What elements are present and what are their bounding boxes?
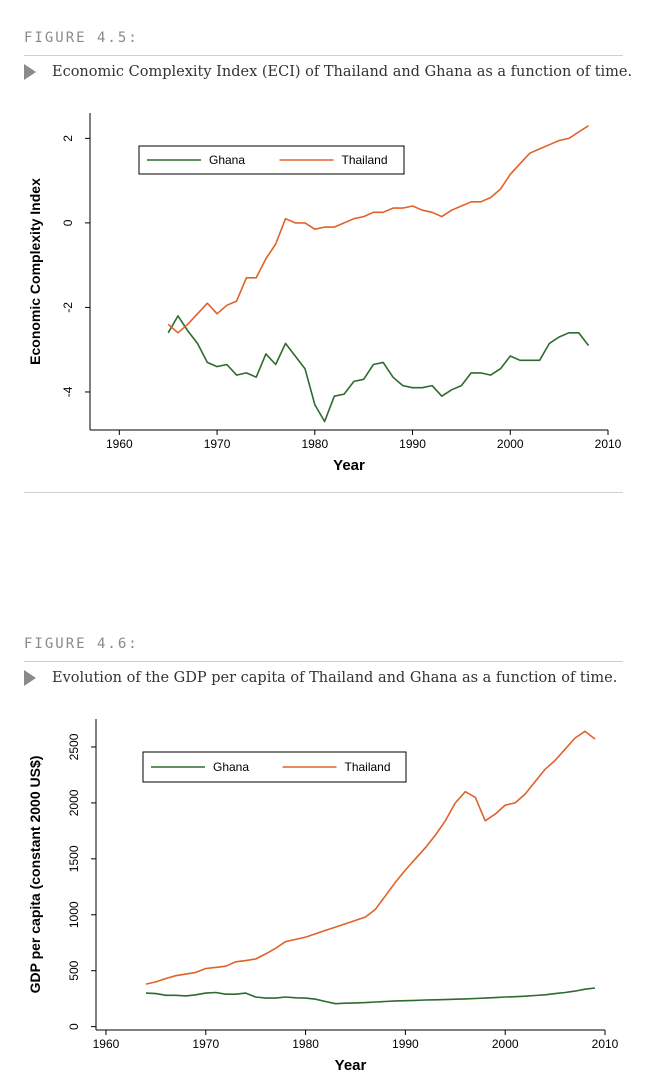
divider bbox=[24, 492, 623, 493]
x-tick-label: 2000 bbox=[492, 1037, 519, 1051]
y-tick-label: 500 bbox=[67, 960, 81, 980]
series-line-ghana bbox=[167, 315, 590, 423]
y-tick-label: 0 bbox=[61, 219, 75, 226]
figure-label: FIGURE 4.6: bbox=[24, 636, 139, 652]
y-tick-label: 1000 bbox=[67, 901, 81, 928]
x-tick-label: 1980 bbox=[301, 437, 328, 451]
series-line-thailand bbox=[167, 125, 589, 334]
x-tick-label: 2010 bbox=[595, 437, 622, 451]
x-tick-label: 1990 bbox=[392, 1037, 419, 1051]
figure-caption: Economic Complexity Index (ECI) of Thail… bbox=[24, 64, 632, 80]
y-tick-label: 2000 bbox=[67, 789, 81, 816]
divider bbox=[24, 55, 623, 56]
x-tick-label: 2000 bbox=[497, 437, 524, 451]
series-line-thailand bbox=[145, 730, 596, 985]
caption-arrow-icon bbox=[24, 64, 36, 80]
y-tick-label: -2 bbox=[61, 302, 75, 313]
caption-text: Economic Complexity Index (ECI) of Thail… bbox=[52, 64, 633, 80]
x-tick-label: 1960 bbox=[93, 1037, 120, 1051]
x-axis-title: Year bbox=[333, 457, 365, 474]
figure-label: FIGURE 4.5: bbox=[24, 30, 139, 46]
x-tick-label: 1970 bbox=[192, 1037, 219, 1051]
legend-label-thailand: Thailand bbox=[345, 760, 391, 774]
y-tick-label: 2 bbox=[61, 135, 75, 142]
y-tick-label: 1500 bbox=[67, 845, 81, 872]
x-axis-title: Year bbox=[335, 1057, 367, 1074]
x-tick-label: 2010 bbox=[592, 1037, 619, 1051]
gdp-chart: 1960 1970 1980 1990 2000 2010 2500 2000 1500 1000… bbox=[27, 719, 619, 1074]
eci-chart: 1960 1970 1980 1990 2000 2010 2 0 -2 -4 Year Econom… bbox=[27, 113, 622, 474]
y-axis-title: GDP per capita (constant 2000 US$) bbox=[27, 756, 43, 994]
caption-arrow-icon bbox=[24, 670, 36, 686]
legend-label-ghana: Ghana bbox=[209, 153, 245, 167]
y-tick-label: -4 bbox=[61, 386, 75, 397]
figure-caption: Evolution of the GDP per capita of Thail… bbox=[24, 670, 617, 686]
legend-label-ghana: Ghana bbox=[213, 760, 249, 774]
x-tick-label: 1970 bbox=[204, 437, 231, 451]
x-tick-label: 1960 bbox=[106, 437, 133, 451]
y-axis-title: Economic Complexity Index bbox=[27, 178, 43, 365]
y-tick-label: 2500 bbox=[67, 733, 81, 760]
y-tick-label: 0 bbox=[67, 1023, 81, 1030]
divider bbox=[24, 661, 623, 662]
series-line-ghana bbox=[145, 987, 596, 1005]
x-tick-label: 1980 bbox=[292, 1037, 319, 1051]
caption-text: Evolution of the GDP per capita of Thail… bbox=[52, 670, 618, 686]
legend-label-thailand: Thailand bbox=[342, 153, 388, 167]
x-tick-label: 1990 bbox=[399, 437, 426, 451]
